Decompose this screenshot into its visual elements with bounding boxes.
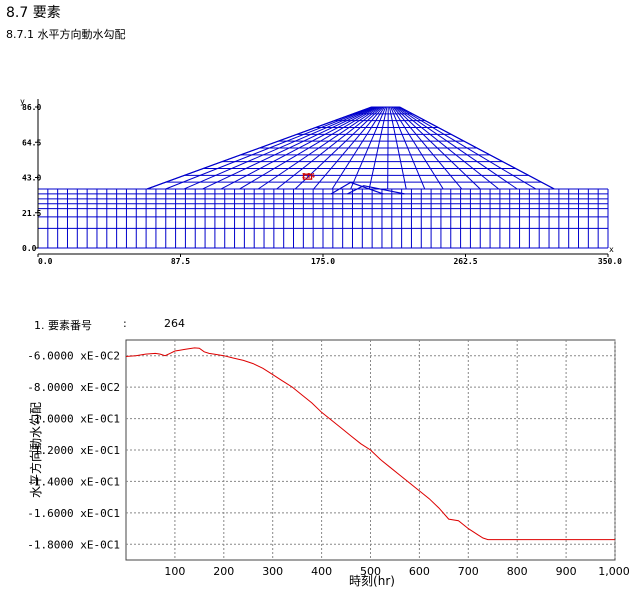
x-tick-label: 100 [164,565,185,578]
x-tick-label: 400 [311,565,332,578]
mesh-line [392,106,463,190]
x-tick-label: 900 [556,565,577,578]
element-number-value: 264 [164,317,185,330]
mesh-line [294,106,383,190]
x-tick-label: 700 [458,565,479,578]
mesh-y-tick-label: 64.5 [22,138,41,147]
subsection-title: 8.7.1 水平方向動水勾配 [6,28,126,41]
mesh-line [257,106,380,190]
mesh-line [395,106,500,190]
mesh-core [347,185,405,195]
y-tick-label: -6.0000 xE-0C2 [27,350,120,363]
mesh-figure: 264 y x 86.0 64.5 43.0 21.5 0.00.0 87.5 175.0 262… [20,97,622,266]
element-number-label: 1. 要素番号 [34,319,92,332]
chart-x-ticks: 100 200 300 400 500 600 700 800 900 1,000 [164,565,629,578]
mesh-grid: 264 [37,106,609,249]
y-tick-label: -1.8000 xE-0C1 [27,538,120,551]
mesh-core [330,181,384,195]
mesh-y-tick-label: 43.0 [22,174,41,183]
mesh-y-tick-label: 86.0 [22,103,41,112]
x-tick-label: 500 [360,565,381,578]
mesh-line [276,106,381,190]
mesh-line [391,106,444,190]
mesh-y-axis-label: y [20,97,25,106]
mesh-y-tick-label: 21.5 [22,209,41,218]
mesh-line [239,106,379,190]
series-line [125,347,615,541]
mesh-outline [146,106,373,190]
mesh-line [388,106,407,190]
y-tick-label: -1.6000 xE-0C1 [27,507,120,520]
y-tick-label: -8.0000 xE-0C2 [27,381,120,394]
mesh-line [398,106,537,190]
x-tick-label: 200 [213,565,234,578]
x-tick-label: 600 [409,565,430,578]
highlight-element [302,173,313,180]
mesh-y-tick-label: 0.0 [22,244,37,253]
mesh-line [368,106,388,190]
mesh-x-axis-label: x [609,245,614,254]
mesh-line [202,106,376,190]
mesh-line [396,106,518,190]
mesh-x-tick-label: 262.5 [453,257,477,266]
x-tick-label: 1,000 [598,565,630,578]
y-tick-label: -1.4000 xE-0C1 [27,475,120,488]
mesh-line [220,106,378,190]
x-axis-label: 時刻(hr) [349,574,395,588]
mesh-line [387,106,389,189]
section-title: 8.7 要素 [6,5,61,21]
mesh-x-tick-label: 87.5 [171,257,190,266]
mesh-x-tick-label: 0.0 [38,257,53,266]
mesh-line [165,106,374,190]
mesh-x-tick-label: 175.0 [311,257,335,266]
y-tick-label: -1.2000 xE-0C1 [27,444,120,457]
element-marker-label: 264 [302,172,316,180]
mesh-line [183,106,375,190]
mesh-outline [399,106,555,190]
mesh-line [350,106,387,190]
mesh-axes: y x 86.0 64.5 43.0 21.5 0.00.0 87.5 175.0 262.5 35… [20,97,622,266]
chart-series [125,347,615,541]
element-separator: : [123,317,127,330]
mesh-line [394,106,481,190]
chart-y-ticks: -6.0000 xE-0C2 -8.0000 xE-0C2 -1.0000 xE-0… [27,350,120,552]
mesh-x-tick-label: 350.0 [598,257,622,266]
mesh-line [390,106,426,190]
y-tick-label: -1.0000 xE-0C1 [27,413,120,426]
x-tick-label: 300 [262,565,283,578]
x-tick-label: 800 [507,565,528,578]
mesh-line [331,106,385,190]
y-axis-label: 水平方向動水勾配 [28,402,43,498]
mesh-line [313,106,384,190]
